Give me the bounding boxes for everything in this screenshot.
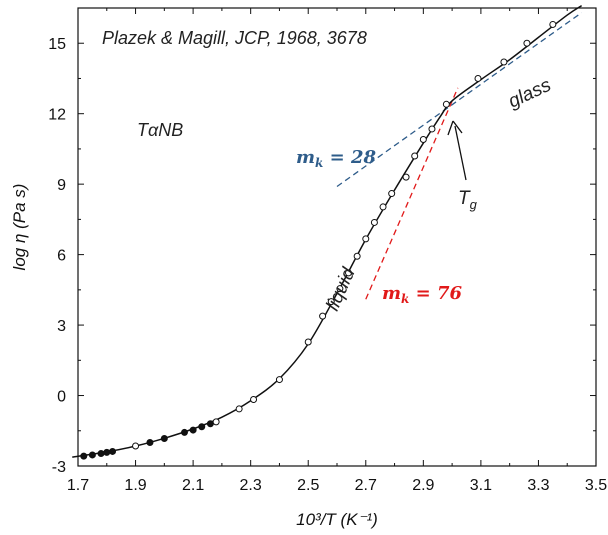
data-point-open (362, 235, 370, 243)
fragility-line-mk76 (365, 87, 459, 300)
data-point-open (370, 218, 378, 226)
x-tick-label: 2.7 (355, 477, 377, 494)
data-point-open (549, 20, 557, 28)
fragility-line-mk28 (336, 12, 582, 188)
data-point-filled (198, 423, 206, 431)
data-point-open (336, 285, 344, 293)
x-tick-label: 3.5 (585, 477, 607, 494)
tg-arrow-shaft (454, 125, 467, 181)
data-point-filled (206, 420, 214, 428)
material-label-nb: NB (158, 120, 183, 140)
mk76-label-m: m (382, 283, 401, 304)
mk28-label-value: = 28 (323, 147, 376, 168)
tg-label-sub: g (470, 197, 478, 212)
data-point-open (411, 152, 419, 160)
data-point-filled (189, 426, 197, 434)
data-point-open (388, 190, 396, 198)
y-tick-label: 0 (57, 389, 66, 406)
data-point-filled (160, 435, 168, 443)
data-point-open (250, 396, 258, 404)
data-point-filled (146, 439, 154, 447)
material-label-alpha: α (148, 120, 159, 140)
x-tick-label: 3.3 (527, 477, 549, 494)
y-tick-label: 12 (48, 107, 66, 124)
x-tick-label: 1.7 (67, 477, 89, 494)
data-point-open (523, 39, 531, 47)
data-point-open (379, 203, 387, 211)
y-tick-label: 15 (48, 36, 66, 53)
mk28-label-m: m (296, 147, 315, 168)
y-tick-label: 6 (57, 248, 66, 265)
data-point-open (319, 312, 327, 320)
data-point-open (442, 100, 450, 108)
plot-frame (77, 7, 597, 467)
tg-label-t: T (458, 188, 471, 209)
data-point-open (402, 173, 410, 181)
x-tick-label: 2.9 (412, 477, 434, 494)
data-point-filled (180, 428, 188, 436)
data-point-filled (109, 447, 117, 455)
citation-label: Plazek & Magill, JCP, 1968, 3678 (102, 28, 367, 48)
material-label: TαNB (137, 120, 183, 140)
data-point-open (419, 136, 427, 144)
x-tick-label: 2.3 (240, 477, 262, 494)
data-point-open (304, 338, 312, 346)
mk76-label-value: = 76 (409, 283, 462, 304)
liquid-label: liquid (322, 264, 360, 314)
data-point-open (132, 442, 140, 450)
material-label-t: T (137, 120, 150, 140)
data-point-filled (97, 450, 105, 458)
y-tick-label: 9 (57, 177, 66, 194)
x-tick-label: 2.1 (182, 477, 204, 494)
data-point-filled (80, 452, 88, 460)
x-tick-label: 1.9 (124, 477, 146, 494)
mk28-label: mk = 28 (296, 147, 377, 170)
x-tick-label: 3.1 (470, 477, 492, 494)
y-tick-label: 3 (57, 318, 66, 335)
data-point-open (235, 405, 243, 413)
data-point-open (345, 269, 353, 277)
data-point-filled (103, 448, 111, 456)
y-tick-label: -3 (52, 459, 66, 476)
data-point-open (353, 252, 361, 260)
data-point-open (428, 125, 436, 133)
data-point-open (327, 298, 335, 306)
glass-label: glass (505, 75, 555, 113)
y-axis-title: log η (Pa s) (10, 184, 29, 271)
tg-label: Tg (458, 188, 478, 212)
data-point-open (474, 74, 482, 82)
mk76-label-sub: k (401, 292, 409, 306)
x-axis-title: 10³/T (K⁻¹) (296, 510, 378, 529)
data-point-filled (88, 451, 96, 459)
x-tick-label: 2.5 (297, 477, 319, 494)
fit-curve (72, 5, 583, 458)
mk76-label: mk = 76 (382, 283, 463, 306)
mk28-label-sub: k (315, 156, 323, 170)
data-point-open (500, 58, 508, 66)
data-point-open (275, 376, 283, 384)
tg-arrow-head (447, 120, 463, 136)
data-point-open (212, 418, 220, 426)
plot-layer: 1.7 1.9 2.1 2.3 2.5 2.7 2.9 3.1 3.3 3.5 -3 0 3 6 9 12 15… (10, 5, 607, 529)
